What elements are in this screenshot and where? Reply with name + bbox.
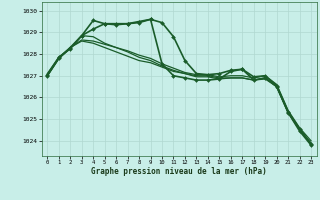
X-axis label: Graphe pression niveau de la mer (hPa): Graphe pression niveau de la mer (hPa)	[91, 167, 267, 176]
